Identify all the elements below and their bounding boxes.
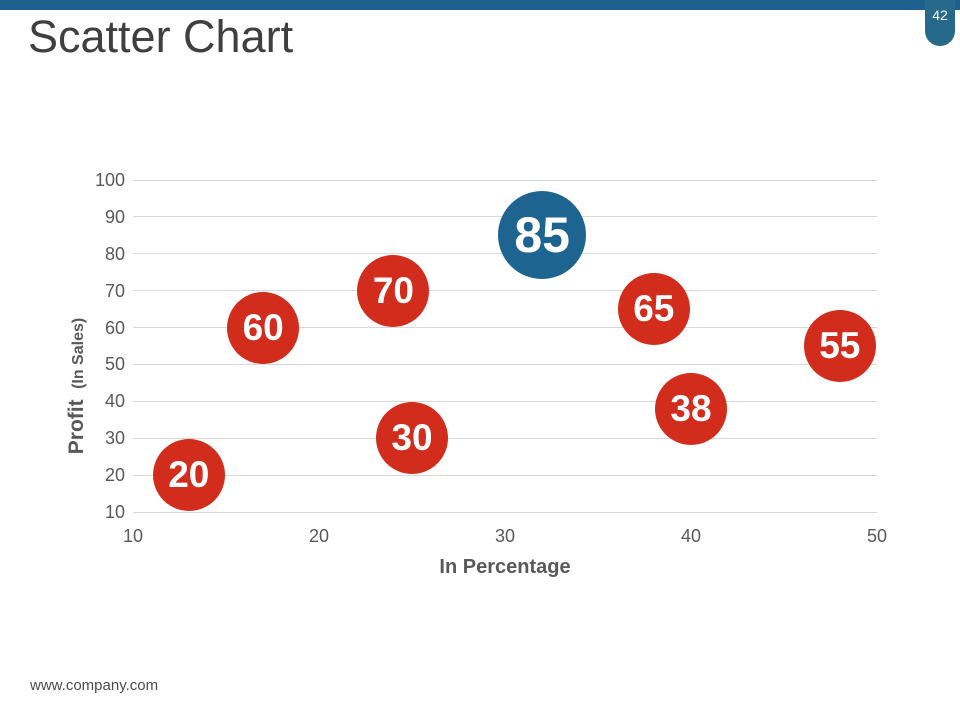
- x-tick-label: 10: [122, 526, 144, 546]
- plot-area: 10 20 30 40 50 60 70 80 90 100 10 20 30 40 50 20 60 70 30 8…: [95, 170, 887, 546]
- y-tick-label: 90: [104, 206, 125, 227]
- gridline: [133, 290, 877, 292]
- y-tick-label: 70: [104, 280, 125, 301]
- y-tick-label: 100: [94, 170, 125, 190]
- gridline: [133, 363, 877, 365]
- gridline: [133, 474, 877, 476]
- y-axis-title-secondary: (In Sales): [70, 317, 87, 389]
- scatter-bubble-85: 85: [498, 191, 587, 280]
- gridline: [133, 327, 877, 329]
- y-tick-label: 40: [104, 391, 125, 412]
- y-axis-title: Profit (In Sales): [65, 318, 89, 454]
- gridline: [133, 179, 877, 181]
- y-tick-label: 80: [104, 243, 125, 264]
- scatter-bubble-55: 55: [803, 310, 876, 382]
- slide-number-badge: 42: [925, 0, 955, 46]
- top-accent-bar: [0, 0, 960, 10]
- y-tick-label: 50: [104, 354, 125, 375]
- slide-number: 42: [932, 7, 948, 23]
- y-axis-title-primary: Profit: [65, 399, 88, 455]
- scatter-bubble-30: 30: [376, 402, 448, 475]
- x-tick-label: 20: [308, 526, 330, 546]
- scatter-bubble-60: 60: [227, 291, 300, 364]
- x-tick-label: 50: [866, 526, 888, 546]
- scatter-bubble-70: 70: [357, 254, 430, 327]
- page-title: Scatter Chart: [28, 11, 294, 62]
- gridline: [133, 511, 877, 513]
- y-tick-label: 20: [104, 465, 125, 486]
- footer-url: www.company.com: [30, 677, 159, 694]
- x-tick-label: 40: [680, 526, 702, 546]
- y-tick-label: 30: [104, 428, 125, 449]
- y-tick-label: 10: [104, 502, 125, 522]
- y-tick-label: 60: [104, 317, 125, 338]
- x-tick-label: 30: [494, 526, 516, 546]
- scatter-bubble-65: 65: [617, 273, 690, 346]
- scatter-bubble-20: 20: [152, 439, 225, 512]
- scatter-bubble-38: 38: [655, 372, 727, 445]
- gridline: [133, 400, 877, 402]
- x-axis-title: In Percentage: [439, 556, 571, 578]
- gridline: [133, 437, 877, 439]
